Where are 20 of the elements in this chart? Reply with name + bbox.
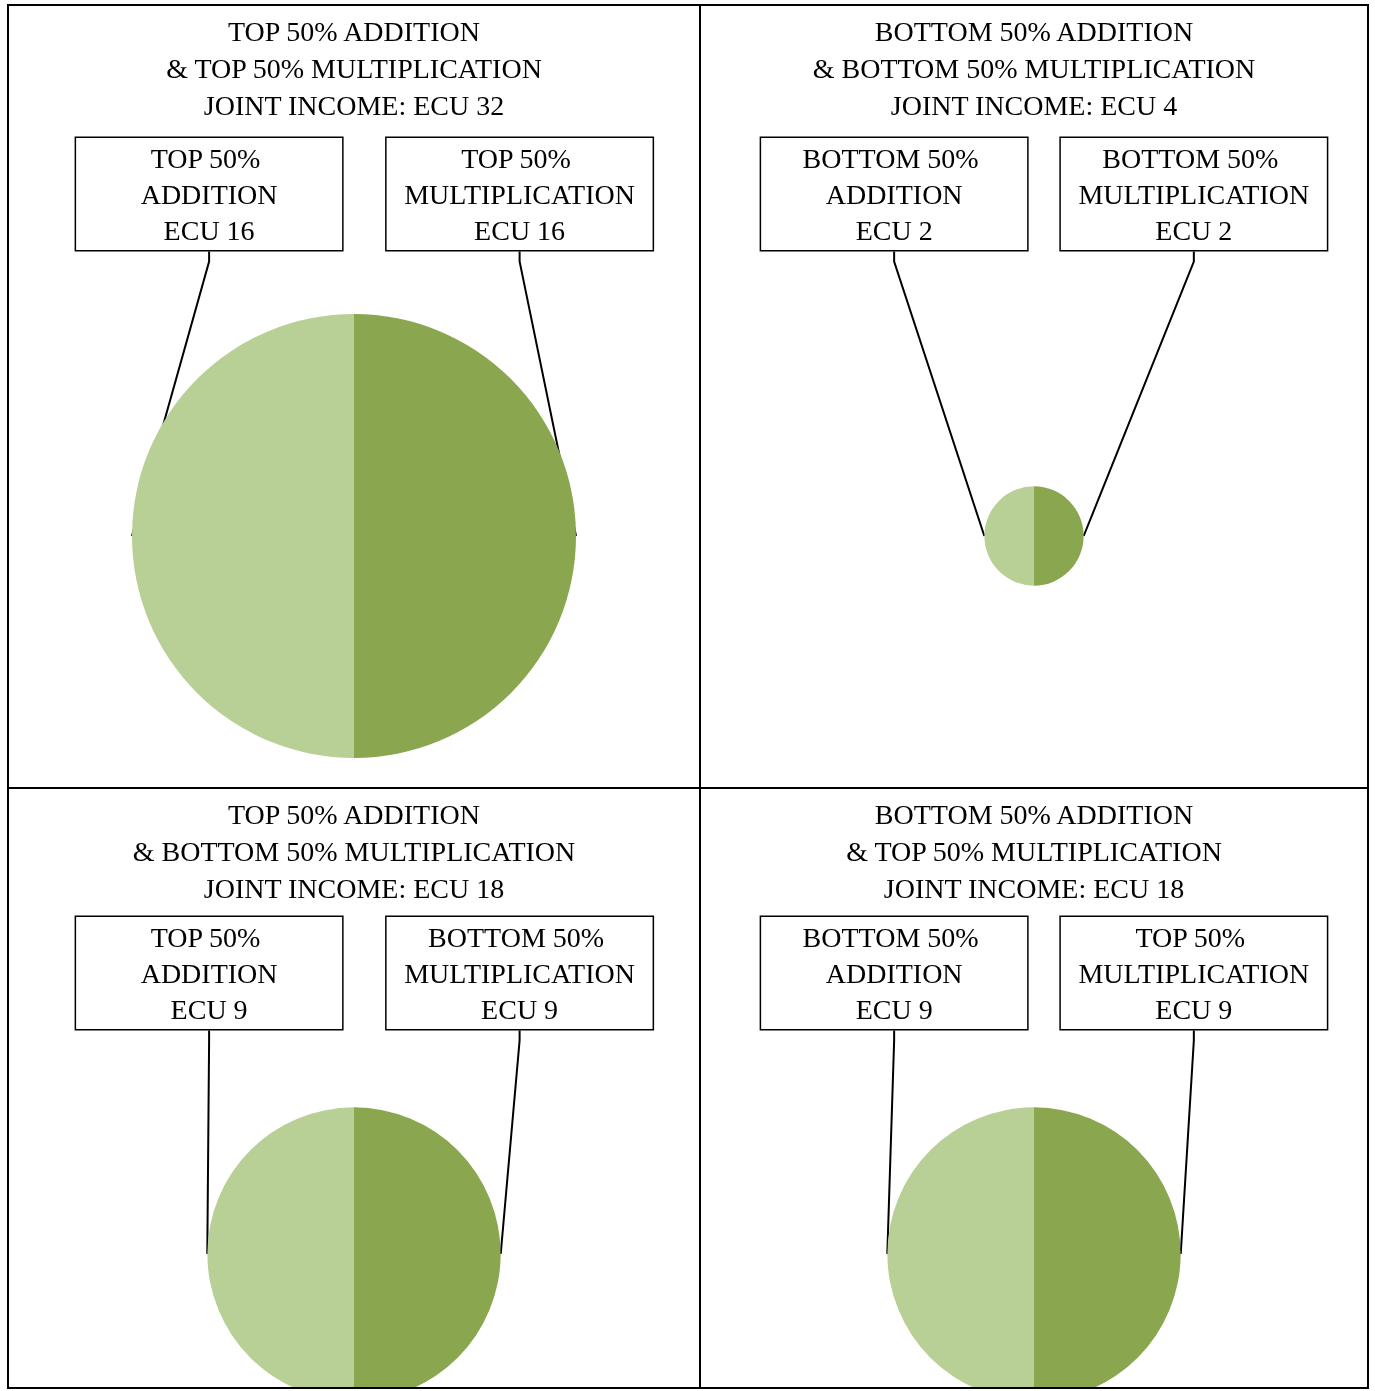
- chart-title: TOP 50% ADDITION & TOP 50% MULTIPLICATION JOINT INCOME: ECU 32: [166, 16, 542, 121]
- data-label: ECU 2: [855, 214, 933, 246]
- slice-label: BOTTOM 50% MULTIPLICATION: [404, 921, 635, 989]
- slice-label: TOP 50% ADDITION: [140, 142, 278, 210]
- chart-title: BOTTOM 50% ADDITION & TOP 50% MULTIPLICATION JOINT INCOME: ECU 18: [846, 799, 1222, 904]
- data-label: ECU 9: [481, 993, 559, 1025]
- data-label: ECU 16: [474, 214, 566, 246]
- slice-label: TOP 50% MULTIPLICATION: [1078, 921, 1310, 989]
- slice-label: BOTTOM 50% ADDITION: [802, 921, 986, 989]
- chart-title: TOP 50% ADDITION & BOTTOM 50% MULTIPLICATION JOINT INCOME: ECU 18: [132, 799, 576, 904]
- slice-label: BOTTOM 50% MULTIPLICATION: [1078, 142, 1310, 210]
- data-label: ECU 2: [1155, 214, 1233, 246]
- slice-label: TOP 50% ADDITION: [140, 921, 278, 989]
- data-label: ECU 9: [1155, 993, 1233, 1025]
- data-label: ECU 9: [170, 993, 248, 1025]
- slice-label: TOP 50% MULTIPLICATION: [404, 142, 635, 210]
- chart-title: BOTTOM 50% ADDITION & BOTTOM 50% MULTIPLICATION JOINT INCOME: ECU 4: [812, 16, 1256, 121]
- slice-label: BOTTOM 50% ADDITION: [802, 142, 986, 210]
- data-label: ECU 16: [163, 214, 255, 246]
- data-label: ECU 9: [855, 993, 933, 1025]
